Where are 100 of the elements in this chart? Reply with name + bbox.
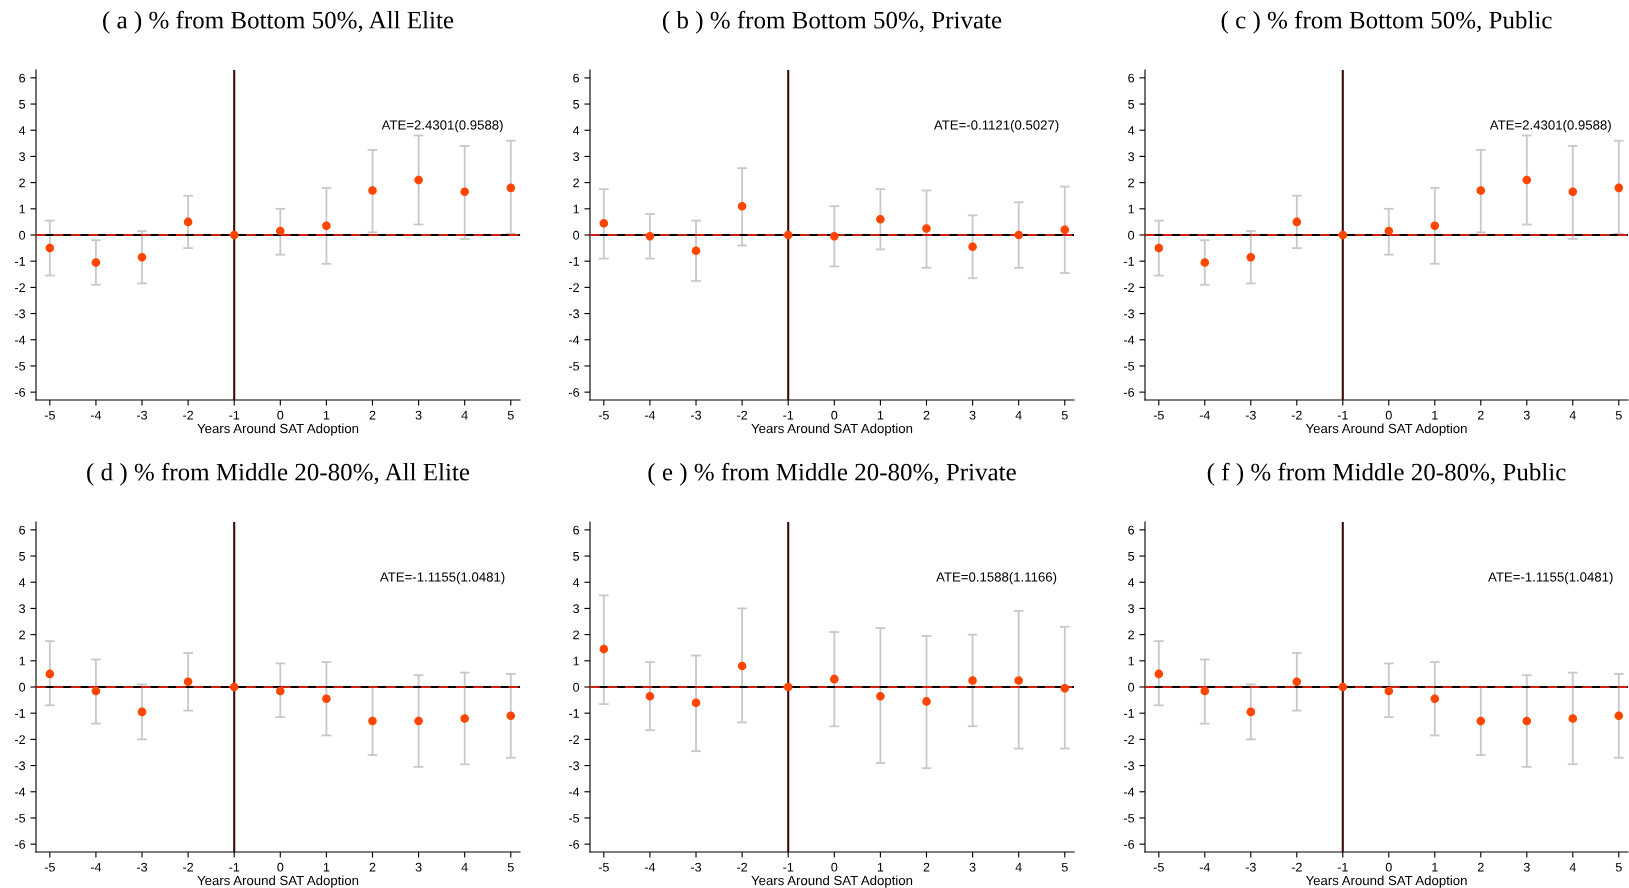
point — [830, 232, 839, 241]
y-tick-label: 5 — [19, 99, 26, 109]
point — [91, 258, 101, 267]
x-tick-label: -1 — [1337, 410, 1348, 420]
x-tick-label: -4 — [644, 862, 656, 872]
point — [229, 682, 239, 692]
x-tick-label: 2 — [923, 410, 930, 420]
point — [968, 676, 977, 685]
chart-title: ( a ) % from Bottom 50%, All Elite — [103, 10, 454, 34]
point — [737, 661, 747, 671]
y-tick-label: 3 — [1128, 604, 1135, 614]
x-tick-label: -5 — [1153, 410, 1164, 420]
point — [183, 677, 193, 687]
point — [1014, 676, 1023, 685]
point — [830, 674, 839, 684]
chart-title: ( b ) % from Bottom 50%, Private — [662, 10, 1002, 34]
point — [922, 224, 931, 233]
point — [1430, 221, 1440, 231]
y-tick-label: -5 — [1124, 813, 1135, 823]
y-tick-label: 4 — [572, 126, 580, 135]
x-tick-label: 2 — [1477, 410, 1484, 420]
y-tick-label: 1 — [1128, 204, 1134, 214]
x-tick-label: -5 — [44, 862, 55, 872]
x-tick-label: 5 — [1061, 410, 1068, 420]
x-tick-label: 4 — [1015, 410, 1022, 420]
point — [460, 714, 469, 723]
x-tick-label: 5 — [1615, 862, 1622, 872]
y-tick-label: 6 — [573, 525, 580, 535]
y-tick-label: 6 — [1128, 73, 1135, 83]
annotation: ATE=2.4301(0.9588) — [1489, 119, 1611, 133]
x-tick-label: -4 — [90, 410, 102, 420]
point — [1568, 187, 1578, 197]
y-tick-label: -3 — [569, 309, 580, 319]
x-axis-title: Years Around SAT Adoption — [1305, 423, 1467, 436]
point — [506, 183, 516, 193]
point — [460, 187, 469, 197]
x-tick-label: -4 — [1199, 410, 1210, 420]
annotation: ATE=0.1588(1.1166) — [936, 571, 1057, 585]
point — [737, 201, 747, 211]
y-tick-label: -5 — [569, 813, 580, 823]
annotation: ATE=-0.1121(0.5027) — [933, 119, 1059, 133]
y-tick-label: 2 — [573, 630, 579, 640]
chart-title: ( f ) % from Middle 20-80%, Public — [1207, 462, 1566, 486]
y-tick-label: 0 — [19, 682, 26, 692]
y-tick-label: -6 — [1124, 387, 1135, 397]
y-tick-label: -4 — [15, 335, 26, 345]
point — [368, 186, 377, 195]
y-tick-label: -1 — [1124, 257, 1134, 266]
point — [691, 246, 701, 255]
x-tick-label: -3 — [1245, 862, 1256, 872]
x-tick-label: 3 — [1523, 410, 1530, 420]
y-tick-label: 1 — [573, 656, 579, 666]
x-tick-label: 2 — [1477, 862, 1484, 872]
y-tick-label: 2 — [19, 630, 25, 640]
point — [45, 243, 55, 253]
point — [1246, 252, 1256, 262]
y-tick-label: 6 — [573, 73, 580, 83]
x-tick-label: 0 — [1385, 862, 1392, 872]
y-tick-label: -2 — [1124, 735, 1134, 744]
point — [1014, 230, 1023, 240]
point — [137, 252, 147, 262]
point — [183, 217, 193, 227]
y-tick-label: -6 — [569, 839, 580, 849]
x-tick-label: 3 — [415, 862, 422, 872]
y-tick-label: 1 — [19, 656, 25, 666]
x-tick-label: -5 — [598, 410, 609, 420]
point — [45, 669, 55, 679]
point — [1614, 711, 1624, 721]
x-axis-title: Years Around SAT Adoption — [751, 875, 913, 888]
point — [137, 707, 147, 717]
x-tick-label: -1 — [783, 410, 794, 420]
x-tick-label: 4 — [1569, 862, 1576, 872]
point — [1060, 225, 1070, 235]
point — [691, 698, 701, 707]
y-tick-label: 5 — [1128, 551, 1135, 561]
y-tick-label: -3 — [569, 761, 580, 771]
y-tick-label: -1 — [1124, 709, 1134, 718]
point — [876, 691, 885, 701]
point — [322, 221, 331, 231]
y-tick-label: -4 — [569, 787, 580, 797]
point — [1430, 694, 1440, 704]
point — [1338, 230, 1348, 240]
x-tick-label: -5 — [598, 862, 609, 872]
chart-title: ( d ) % from Middle 20-80%, All Elite — [87, 462, 470, 486]
point — [1476, 186, 1486, 195]
y-tick-label: -6 — [15, 387, 26, 397]
x-tick-label: 3 — [969, 410, 976, 420]
y-tick-label: -2 — [15, 735, 25, 744]
point — [1200, 686, 1210, 696]
x-tick-label: -3 — [691, 862, 702, 872]
y-tick-label: 6 — [1128, 525, 1135, 535]
x-axis-title: Years Around SAT Adoption — [1305, 875, 1467, 888]
y-tick-label: 3 — [19, 604, 26, 614]
point — [599, 644, 609, 654]
point — [322, 694, 331, 704]
point — [414, 716, 423, 726]
point — [1292, 677, 1302, 687]
point — [1568, 714, 1578, 723]
x-tick-label: 4 — [461, 862, 468, 872]
y-tick-label: 2 — [1128, 630, 1134, 640]
